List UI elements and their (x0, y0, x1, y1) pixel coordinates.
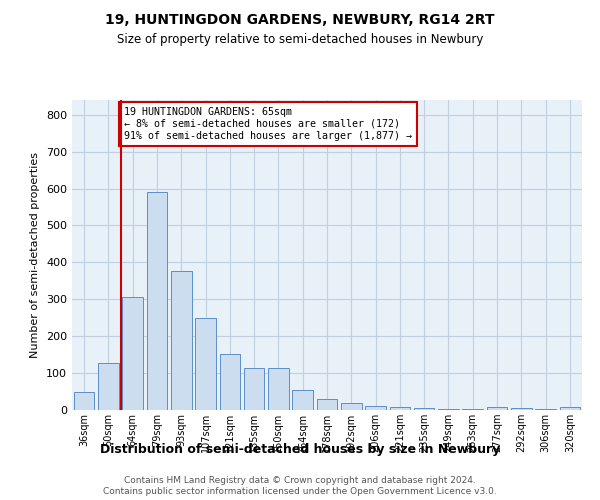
Bar (535, 409, 556, 410)
Bar (341, 402, 362, 410)
Bar (74, 392, 94, 410)
Y-axis label: Number of semi-detached properties: Number of semi-detached properties (31, 152, 40, 358)
Bar (171, 270, 191, 410)
Bar (195, 318, 216, 410)
Bar (244, 368, 265, 410)
Text: Size of property relative to semi-detached houses in Newbury: Size of property relative to semi-detach… (117, 32, 483, 46)
Bar (389, 407, 410, 410)
Bar (220, 354, 240, 410)
Bar (365, 406, 386, 410)
Text: 19 HUNTINGDON GARDENS: 65sqm
← 8% of semi-detached houses are smaller (172)
91% : 19 HUNTINGDON GARDENS: 65sqm ← 8% of sem… (124, 108, 412, 140)
Bar (317, 399, 337, 410)
Bar (511, 408, 532, 410)
Text: Contains HM Land Registry data © Crown copyright and database right 2024.: Contains HM Land Registry data © Crown c… (124, 476, 476, 485)
Bar (292, 390, 313, 410)
Bar (268, 368, 289, 410)
Bar (98, 363, 119, 410)
Bar (487, 407, 508, 410)
Text: Distribution of semi-detached houses by size in Newbury: Distribution of semi-detached houses by … (100, 442, 500, 456)
Bar (560, 408, 580, 410)
Text: 19, HUNTINGDON GARDENS, NEWBURY, RG14 2RT: 19, HUNTINGDON GARDENS, NEWBURY, RG14 2R… (105, 12, 495, 26)
Bar (122, 298, 143, 410)
Bar (146, 192, 167, 410)
Text: Contains public sector information licensed under the Open Government Licence v3: Contains public sector information licen… (103, 488, 497, 496)
Bar (414, 408, 434, 410)
